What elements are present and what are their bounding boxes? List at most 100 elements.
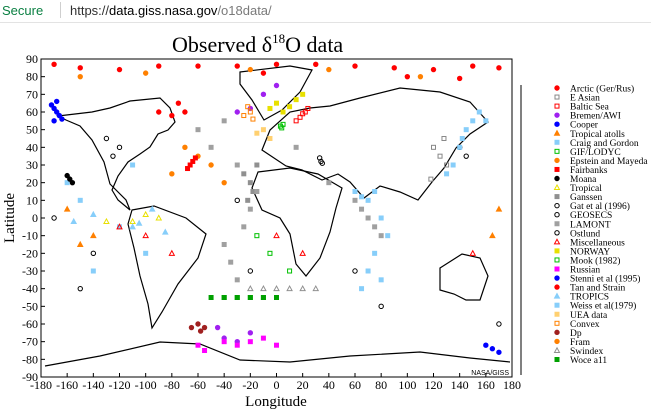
- legend-marker: [554, 139, 560, 145]
- y-tick-label: 20: [26, 176, 38, 190]
- data-point: [279, 125, 285, 131]
- data-point: [293, 97, 299, 103]
- browser-address-bar[interactable]: Secure https://data.giss.nasa.gov/o18dat…: [0, 0, 651, 23]
- data-point: [483, 118, 489, 124]
- data-point: [254, 233, 260, 239]
- data-point: [169, 171, 175, 177]
- legend-label: Tropical: [570, 184, 602, 194]
- legend-marker: [554, 221, 560, 227]
- data-point: [437, 153, 443, 159]
- legend-entry: Mook (1982): [554, 255, 620, 266]
- data-point: [293, 144, 299, 150]
- data-point: [312, 285, 320, 292]
- data-point: [496, 65, 502, 71]
- data-point: [175, 100, 182, 106]
- data-point: [51, 105, 57, 112]
- y-tick-label: 80: [26, 70, 38, 84]
- data-point: [250, 116, 256, 122]
- data-point: [476, 109, 482, 115]
- data-point: [182, 109, 188, 115]
- data-point: [385, 233, 391, 239]
- secure-label[interactable]: Secure: [2, 3, 44, 18]
- data-point: [456, 75, 463, 82]
- data-point: [156, 109, 162, 115]
- data-point: [185, 166, 191, 172]
- data-point: [463, 153, 469, 159]
- legend-entry: Stenni et al (1995): [554, 274, 640, 285]
- data-point: [195, 63, 201, 69]
- data-point: [135, 219, 143, 226]
- data-point: [77, 73, 83, 80]
- data-point: [430, 66, 437, 73]
- legend-entry: Russian: [554, 266, 600, 276]
- legend-label: E Asian: [570, 94, 600, 104]
- legend-entry: Baltic Sea: [554, 103, 610, 113]
- data-point: [168, 249, 176, 256]
- coastline-map: [44, 65, 511, 367]
- chart-title: Observed δ18O data: [172, 31, 343, 57]
- legend-entry: GEOSECS: [554, 211, 612, 221]
- data-point: [463, 127, 469, 133]
- data-point: [372, 250, 378, 256]
- y-tick-label: 40: [26, 140, 38, 154]
- data-point: [293, 118, 299, 124]
- data-point: [459, 136, 465, 141]
- y-tick-label: -40: [22, 282, 38, 296]
- legend-label: Woce a11: [570, 356, 607, 366]
- x-tick-label: -140: [82, 378, 104, 392]
- legend-label: Swindex: [570, 347, 604, 357]
- legend-marker: [554, 338, 560, 345]
- legend-entry: Woce a11: [554, 356, 607, 366]
- data-point: [326, 66, 332, 73]
- data-point: [273, 285, 280, 292]
- data-point: [365, 215, 371, 221]
- data-point: [302, 109, 308, 115]
- data-point: [187, 162, 193, 168]
- plot-frame: [40, 58, 513, 378]
- data-point: [247, 109, 253, 115]
- legend-marker: [554, 284, 560, 290]
- data-point: [352, 268, 358, 274]
- data-point: [372, 189, 378, 194]
- o18-scatter-chart: Observed δ18O data -180 -160 -140 -120 -100-…: [2, 31, 648, 410]
- data-point: [103, 135, 110, 142]
- data-point: [89, 210, 97, 217]
- y-tick-label: 30: [26, 158, 38, 172]
- legend-marker: [554, 266, 560, 272]
- data-point: [305, 105, 311, 111]
- data-point: [496, 321, 502, 327]
- legend-marker: [554, 257, 560, 263]
- y-tick-label: 60: [26, 105, 38, 119]
- data-point: [274, 295, 279, 300]
- data-point: [469, 249, 477, 256]
- legend-marker: [554, 311, 560, 317]
- title-superscript: 18: [272, 31, 285, 46]
- legend-entry: Ganssen: [554, 193, 602, 203]
- data-point: [404, 73, 411, 80]
- x-tick-label: 0: [274, 378, 280, 392]
- data-point: [63, 205, 71, 212]
- data-point: [444, 171, 450, 177]
- legend-marker: [553, 183, 561, 191]
- y-tick-label: -50: [22, 299, 38, 313]
- data-point: [54, 98, 60, 105]
- data-point: [372, 224, 378, 230]
- data-point: [221, 242, 227, 247]
- data-point: [90, 250, 97, 257]
- legend-entry: UEA data: [554, 311, 608, 321]
- data-point: [110, 153, 116, 159]
- legend-label: Moana: [570, 175, 597, 185]
- legend-label: Russian: [570, 266, 600, 276]
- data-point: [450, 162, 456, 168]
- y-tick-label: -80: [22, 352, 38, 366]
- data-point: [247, 268, 254, 274]
- y-tick-marks: [41, 58, 45, 378]
- data-point: [326, 180, 332, 186]
- legend-entry: Miscellaneous: [553, 238, 625, 248]
- url-text[interactable]: https://data.giss.nasa.gov/o18data/: [70, 3, 272, 18]
- x-axis: -180 -160 -140 -120 -100 -80 -60 -40 -20 0 20 40 60 8…: [30, 373, 521, 410]
- data-point: [352, 63, 358, 69]
- data-point: [234, 63, 240, 69]
- data-point: [116, 144, 123, 151]
- data-point: [195, 342, 201, 348]
